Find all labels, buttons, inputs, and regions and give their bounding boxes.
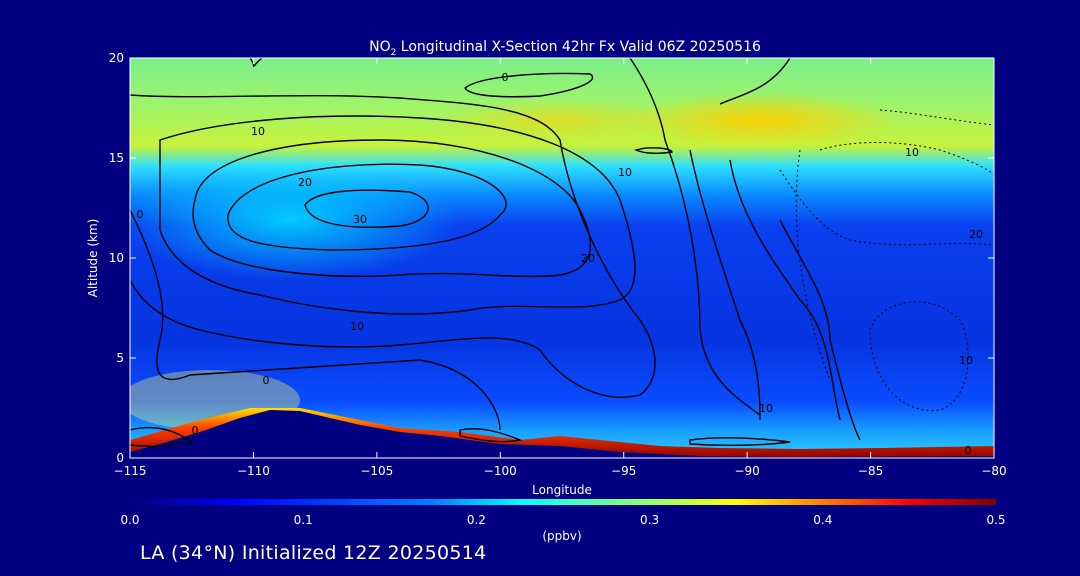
contour-line <box>464 72 594 98</box>
contour-label: 0 <box>137 208 144 221</box>
contour-label: 10 <box>905 146 919 159</box>
x-tick-label: −80 <box>981 464 1006 478</box>
y-axis: 0 5 10 15 20 <box>109 51 994 465</box>
x-tick-label: −85 <box>858 464 883 478</box>
contour-line <box>689 437 791 446</box>
contour-line <box>689 149 761 421</box>
plot-area: 0 10 20 30 10 20 10 0 0 0 10 10 20 10 0 <box>130 58 994 458</box>
y-tick-label: 15 <box>109 151 124 165</box>
contour-labels: 0 10 20 30 10 20 10 0 0 0 10 10 20 10 0 <box>137 71 984 457</box>
contour-line <box>719 58 791 105</box>
contour-label: 30 <box>353 213 367 226</box>
terrain-mask <box>130 410 994 458</box>
y-tick-label: 5 <box>116 351 124 365</box>
contour-line <box>159 115 636 315</box>
contour-lines <box>130 58 861 448</box>
colorbar-tick-label: 0.5 <box>986 513 1005 527</box>
contour-label: 20 <box>969 228 983 241</box>
y-tick-label: 0 <box>116 451 124 465</box>
chart-title: NO2 Longitudinal X-Section 42hr Fx Valid… <box>369 39 761 58</box>
contour-line <box>130 426 194 448</box>
contour-line <box>227 163 507 251</box>
contour-line <box>633 147 674 155</box>
initialization-label: LA (34°N) Initialized 12Z 20250514 <box>140 542 487 564</box>
y-tick-label: 20 <box>109 51 124 65</box>
contour-label: 0 <box>192 424 199 437</box>
colorbar-tick-label: 0.2 <box>467 513 486 527</box>
colorbar-tick-label: 0.0 <box>120 513 139 527</box>
contour-line <box>459 428 523 443</box>
contour-label: 0 <box>263 374 270 387</box>
contour-line <box>779 169 994 246</box>
contour-line <box>130 209 501 431</box>
x-tick-label: −115 <box>114 464 147 478</box>
x-tick-label: −100 <box>484 464 517 478</box>
y-axis-label: Altitude (km) <box>86 219 100 298</box>
contour-label: 10 <box>251 125 265 138</box>
x-axis: −115 −110 −105 −100 −95 −90 −85 −80 <box>114 58 1007 478</box>
contour-line <box>795 149 831 381</box>
colorbar-units: (ppbv) <box>542 529 581 543</box>
colorbar-tick-label: 0.1 <box>294 513 313 527</box>
contour-line <box>249 58 263 67</box>
x-tick-label: −95 <box>611 464 636 478</box>
contour-label: 10 <box>759 402 773 415</box>
y-tick-label: 10 <box>109 251 124 265</box>
x-tick-label: −110 <box>237 464 270 478</box>
x-tick-label: −90 <box>734 464 759 478</box>
contour-label: 0 <box>965 444 972 457</box>
contour-line <box>629 58 761 416</box>
colorbar-ticks: 0.0 0.1 0.2 0.3 0.4 0.5 <box>120 513 1005 527</box>
x-tick-label: −105 <box>360 464 393 478</box>
contour-line <box>869 301 969 411</box>
contour-line <box>879 109 994 126</box>
contour-line <box>819 142 994 176</box>
colorbar-tick-label: 0.4 <box>813 513 832 527</box>
contour-label: 20 <box>298 176 312 189</box>
upper-no2-maximum <box>620 92 900 148</box>
contour-line <box>304 189 429 228</box>
contour-label: 10 <box>350 320 364 333</box>
colorbar <box>130 499 996 505</box>
negative-contours <box>779 109 994 411</box>
x-axis-label: Longitude <box>532 483 592 497</box>
contour-label: 10 <box>618 166 632 179</box>
contour-label: 20 <box>581 252 595 265</box>
contour-label: 0 <box>502 71 509 84</box>
contour-label: 10 <box>959 354 973 367</box>
contour-line <box>729 159 841 421</box>
contour-line <box>130 94 656 398</box>
contour-line <box>192 139 591 278</box>
colorbar-tick-label: 0.3 <box>640 513 659 527</box>
western-midlevel-plume <box>130 160 460 280</box>
